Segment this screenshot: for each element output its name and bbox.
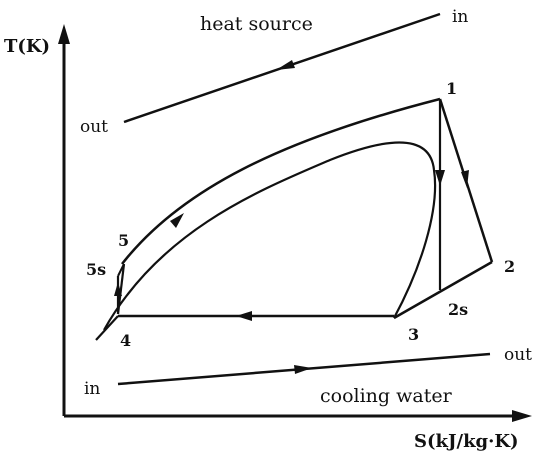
cooling-water-in-label: in xyxy=(84,379,100,399)
state-point-1: 1 xyxy=(446,79,457,98)
state-point-2s: 2s xyxy=(448,300,468,319)
axes: T(K) S(kJ/kg·K) xyxy=(4,24,532,452)
y-axis-label: T(K) xyxy=(4,36,50,57)
state-point-4: 4 xyxy=(120,331,131,350)
state-point-5s: 5s xyxy=(86,260,106,279)
process-4-5 xyxy=(116,263,126,315)
cycle xyxy=(95,97,494,341)
process-1-2s-arrowhead xyxy=(435,170,445,186)
process-1-2-arrowhead xyxy=(461,170,469,188)
heat-source-label: heat source xyxy=(200,13,313,35)
cooling-water-out-label: out xyxy=(504,345,532,365)
y-axis-arrowhead xyxy=(58,24,70,44)
cooling-water-stream: cooling water in out xyxy=(84,345,532,407)
x-axis-label: S(kJ/kg·K) xyxy=(414,431,519,452)
cooling-water-arrowhead xyxy=(294,365,312,374)
state-point-5: 5 xyxy=(118,231,129,250)
state-point-labels: 1 2 2s 3 4 5 5s xyxy=(86,79,515,350)
process-5-1-arrowhead xyxy=(170,213,184,228)
process-3-4-arrowhead xyxy=(236,311,252,321)
state-point-2: 2 xyxy=(504,257,515,276)
state-point-3: 3 xyxy=(408,325,419,344)
heat-source-in-label: in xyxy=(452,7,468,27)
heat-source-stream: heat source in out xyxy=(80,7,468,137)
x-axis-arrowhead xyxy=(512,410,532,422)
process-5s-5 xyxy=(117,263,125,277)
cooling-water-label: cooling water xyxy=(320,385,453,407)
process-2-3 xyxy=(393,260,493,320)
heat-source-arrowhead xyxy=(276,60,295,70)
heat-source-out-label: out xyxy=(80,117,108,137)
process-5-1 xyxy=(121,97,441,265)
liquid-line-extension xyxy=(95,315,119,341)
saturation-dome xyxy=(103,141,437,331)
